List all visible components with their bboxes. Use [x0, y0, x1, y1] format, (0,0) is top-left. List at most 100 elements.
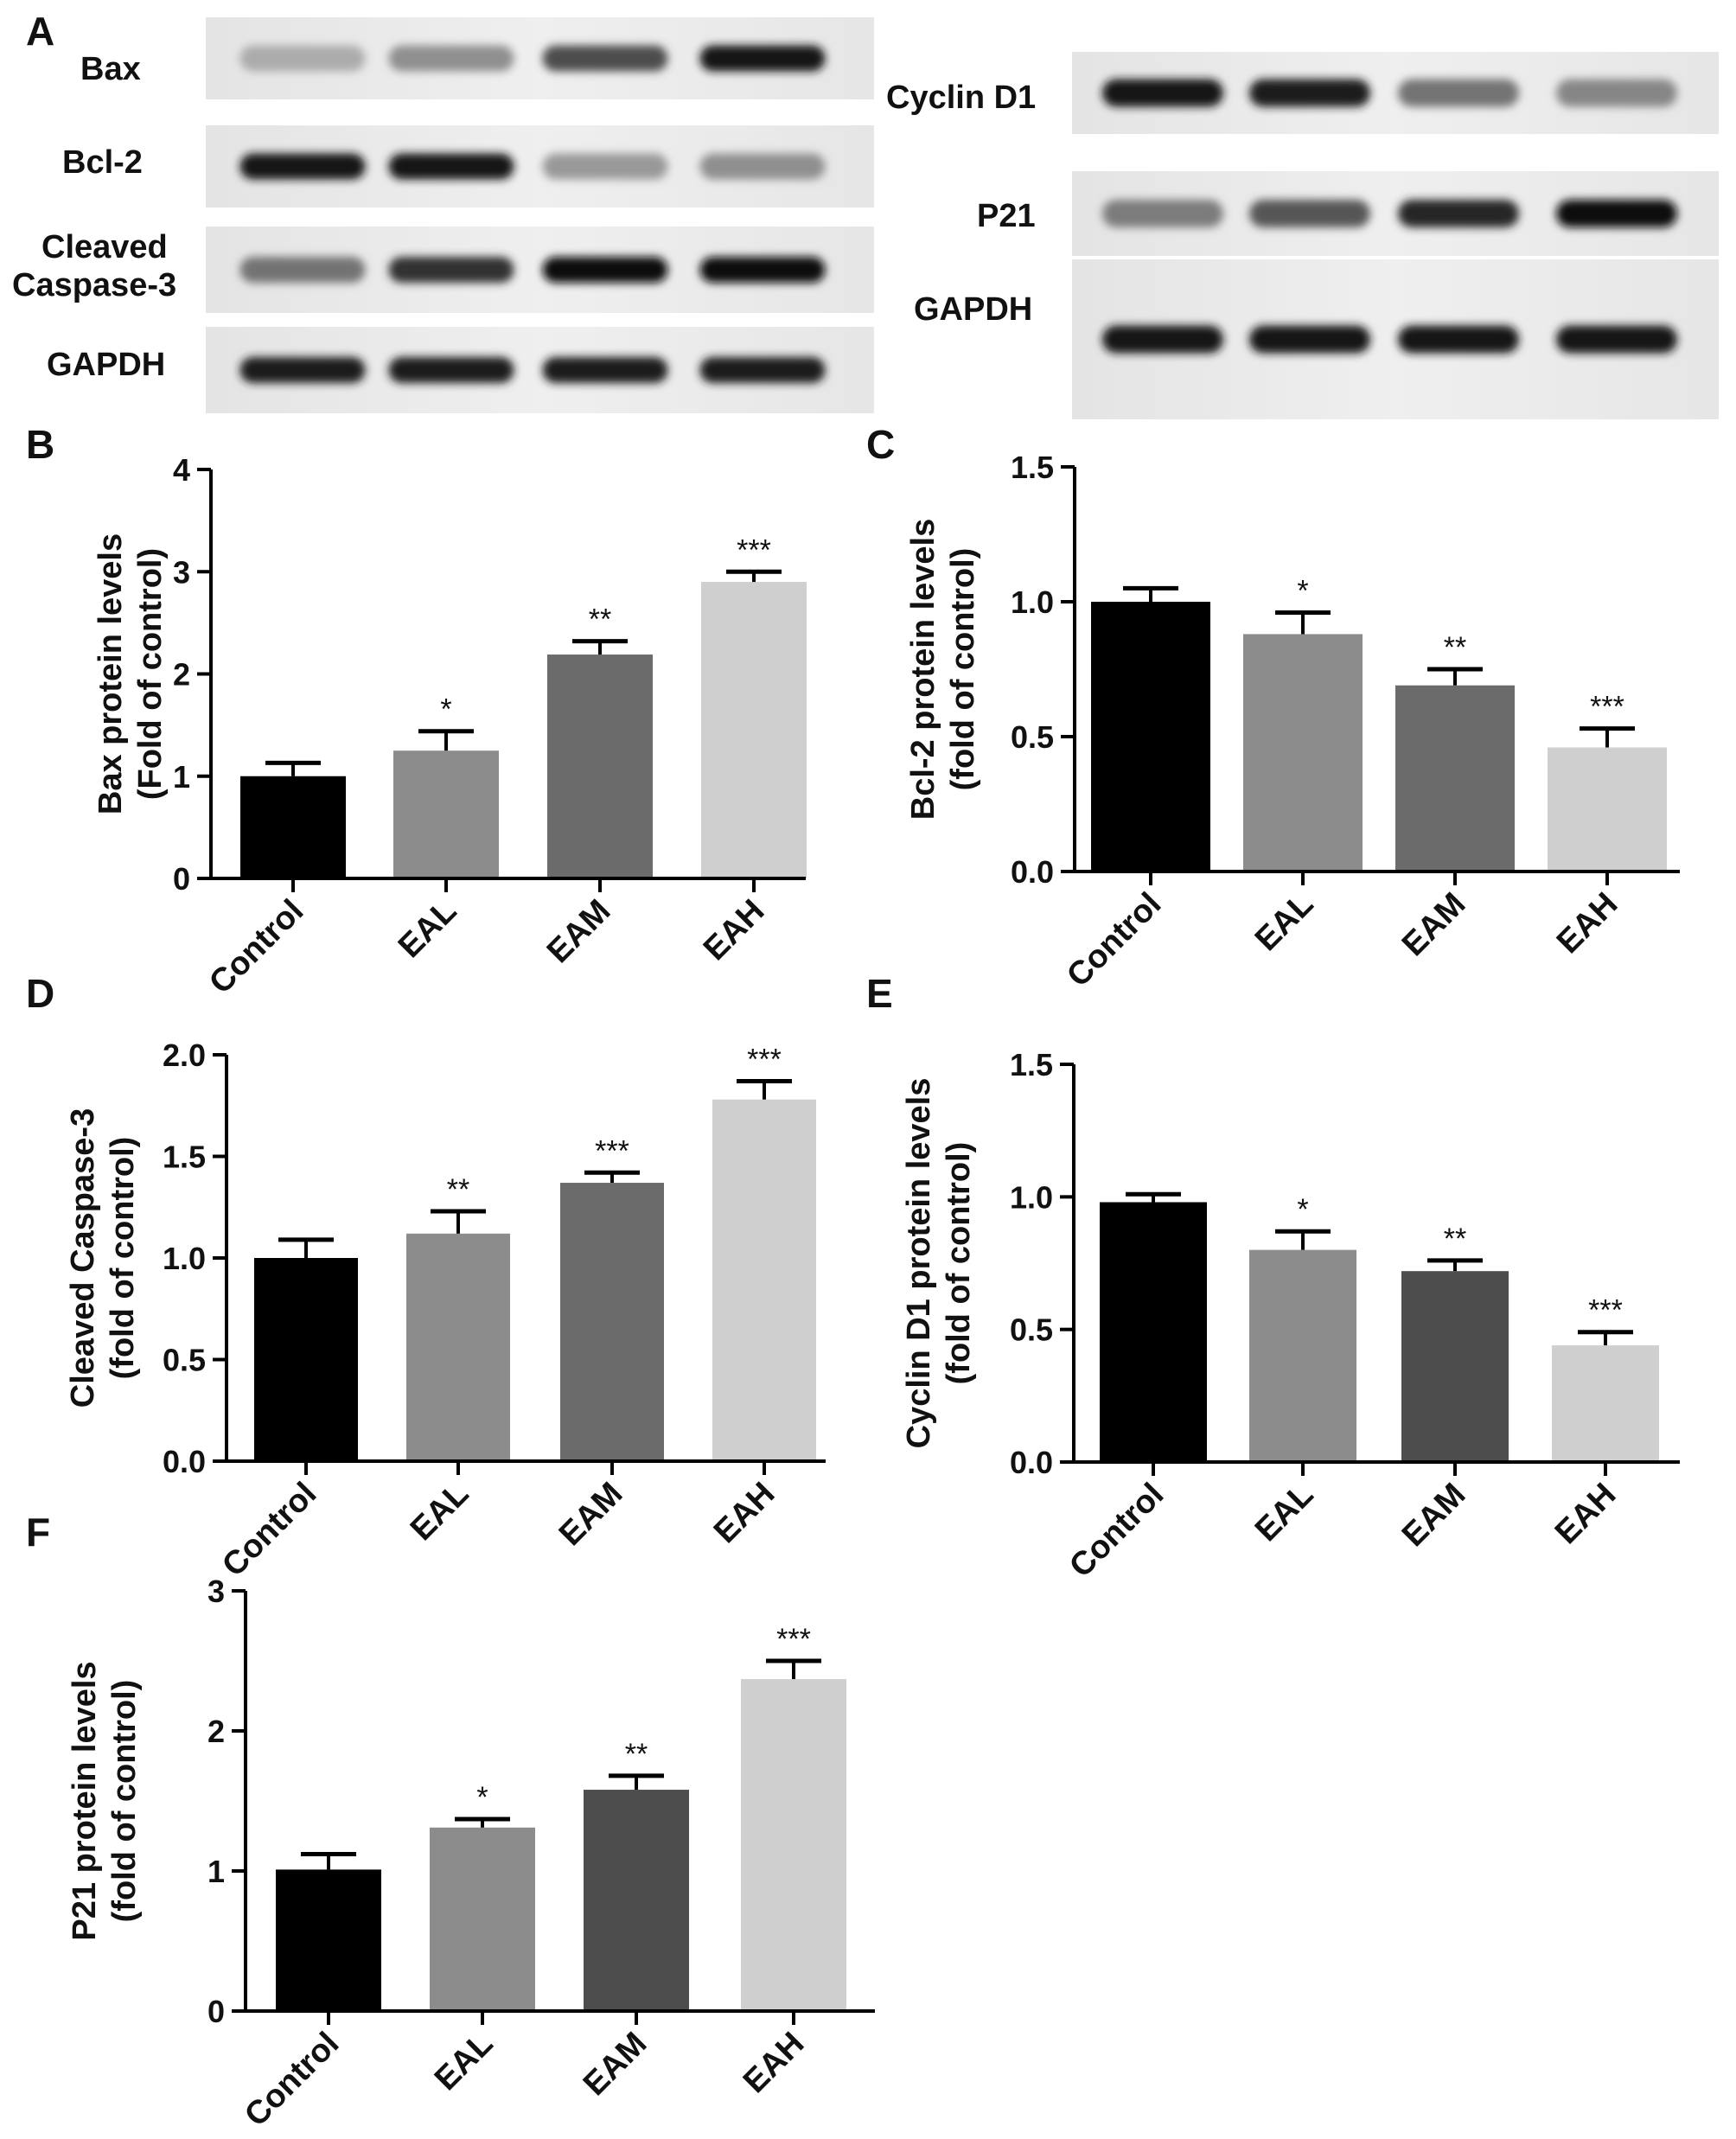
bar-control [240, 776, 346, 878]
blot-band [1556, 79, 1677, 107]
x-tick-label: EAL [1248, 886, 1320, 958]
x-tick-label: EAH [737, 2026, 811, 2100]
y-tick-label: 0.0 [163, 1444, 206, 1479]
y-tick-label: 3 [173, 554, 190, 590]
x-tick-label: EAL [404, 1476, 475, 1548]
y-tick-label: 1.5 [163, 1140, 206, 1175]
blot-band [388, 45, 514, 72]
y-axis-title: Bax protein levels [93, 533, 129, 814]
x-tick-label: EAH [1550, 886, 1624, 961]
y-axis-title: (fold of control) [105, 1137, 141, 1380]
y-axis-title: (fold of control) [945, 548, 981, 791]
significance-label: * [1297, 1193, 1308, 1226]
x-tick-label: Control [215, 1476, 323, 1584]
blot-right: Cyclin D1 P21 GAPDH [886, 52, 1719, 419]
x-tick-label: EAM [1395, 1477, 1472, 1554]
blot-band [1102, 325, 1223, 354]
blot-label-p21: P21 [977, 198, 1036, 234]
blot-band [1398, 79, 1519, 107]
x-tick-label: EAM [540, 893, 617, 970]
x-tick-label: EAL [1248, 1477, 1320, 1548]
blot-band [699, 257, 826, 283]
bar-eal [406, 1233, 510, 1461]
y-tick-label: 0 [173, 861, 190, 897]
blot-band [1249, 325, 1370, 354]
bar-control [254, 1258, 358, 1461]
x-tick-label: Control [238, 2026, 346, 2134]
blot-band [1556, 325, 1677, 354]
blot-band [1398, 325, 1519, 354]
panel-label-c: C [866, 422, 895, 467]
blot-band [699, 357, 826, 383]
panel-label-e: E [866, 971, 893, 1016]
significance-label: *** [1590, 691, 1624, 724]
significance-label: ** [1444, 631, 1466, 664]
y-tick-label: 1.0 [163, 1241, 206, 1276]
bar-eah [712, 1099, 816, 1461]
blot-label-cyclin-d1: Cyclin D1 [886, 80, 1036, 116]
blot-label-gapdh-left: GAPDH [47, 347, 165, 383]
y-tick-label: 0 [207, 1994, 225, 2029]
significance-label: *** [747, 1044, 782, 1076]
significance-label: *** [595, 1134, 629, 1167]
significance-label: *** [1588, 1294, 1623, 1327]
significance-label: * [440, 693, 451, 726]
x-tick-label: Control [1060, 886, 1168, 994]
panel-label-a: A [26, 9, 54, 54]
y-tick-label: 1.5 [1011, 450, 1054, 485]
significance-label: *** [776, 1623, 811, 1656]
y-tick-label: 2.0 [163, 1038, 206, 1073]
y-tick-label: 1.5 [1010, 1047, 1053, 1082]
bar-eal [430, 1827, 535, 2011]
blot-band [1102, 79, 1223, 107]
bar-eah [1552, 1345, 1659, 1462]
bar-eam [1395, 685, 1515, 872]
x-tick-label: EAM [1395, 886, 1472, 963]
y-axis-title: (fold of control) [106, 1680, 143, 1923]
blot-band [1249, 200, 1370, 227]
blot-label-bcl2: Bcl-2 [62, 144, 143, 181]
x-tick-label: EAH [1548, 1477, 1623, 1551]
bar-control [1091, 602, 1210, 872]
blot-band [542, 357, 668, 383]
blot-band [388, 257, 514, 283]
x-tick-label: EAH [697, 893, 771, 967]
blot-band [388, 357, 514, 383]
y-axis-title: Cleaved Caspase-3 [65, 1108, 101, 1408]
significance-label: * [476, 1781, 488, 1814]
bar-eah [1548, 747, 1667, 872]
blot-band [239, 153, 366, 180]
blot-left: Bax Bcl-2 Cleaved Caspase-3 GAPDH [12, 17, 874, 413]
y-tick-label: 1 [173, 759, 190, 795]
y-tick-label: 2 [173, 657, 190, 693]
bar-eam [560, 1183, 664, 1461]
y-tick-label: 1.0 [1010, 1179, 1053, 1215]
blot-band [1398, 200, 1519, 227]
x-tick-label: EAH [707, 1476, 782, 1550]
blot-band [239, 45, 366, 72]
blot-label-cleaved: Cleaved [41, 229, 168, 265]
blot-band [542, 153, 668, 180]
x-tick-label: EAL [392, 893, 463, 965]
bar-eam [547, 654, 653, 878]
y-axis-title: P21 protein levels [67, 1661, 103, 1940]
y-tick-label: 0.5 [1010, 1312, 1053, 1348]
blot-band [239, 257, 366, 283]
bar-control [276, 1869, 381, 2011]
y-tick-label: 1 [207, 1854, 225, 1889]
blot-label-caspase3: Caspase-3 [12, 267, 176, 303]
bar-eam [584, 1790, 689, 2011]
bar-eal [1243, 634, 1363, 872]
significance-label: ** [1444, 1223, 1466, 1255]
significance-label: * [1297, 574, 1308, 607]
y-axis-title: (fold of control) [941, 1142, 977, 1385]
x-tick-label: Control [1063, 1477, 1171, 1585]
bar-control [1100, 1202, 1207, 1462]
y-tick-label: 4 [173, 452, 190, 488]
